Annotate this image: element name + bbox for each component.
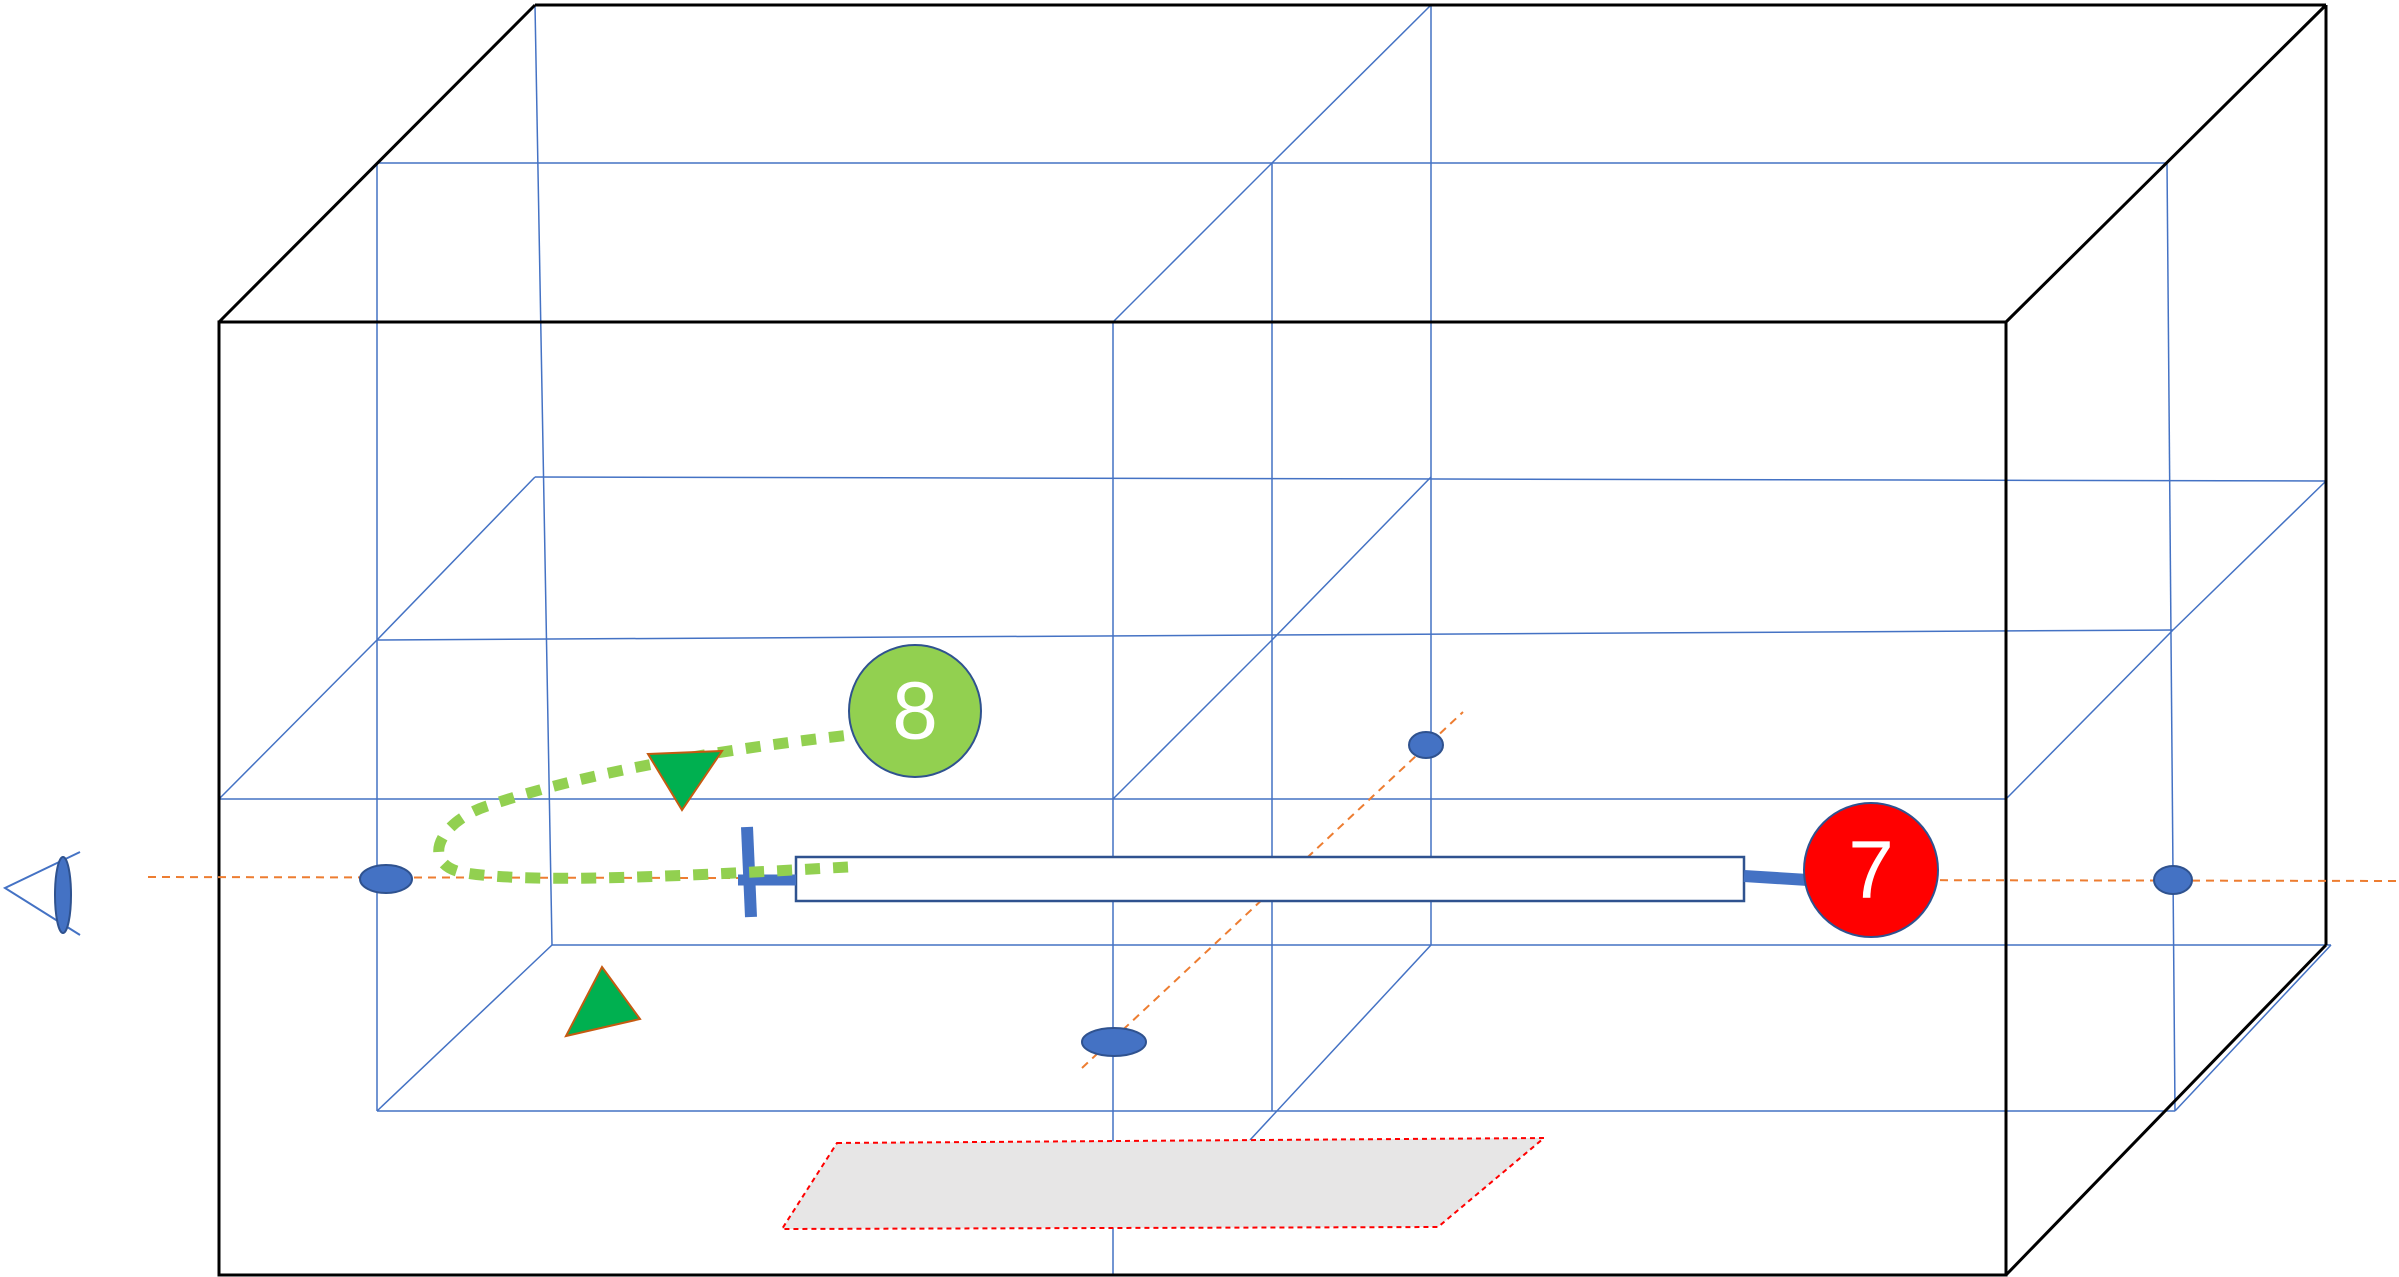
- floor-patch: [780, 1136, 1547, 1231]
- room-outline: [217, 3, 2328, 1277]
- horizontal-bar: [738, 826, 1825, 918]
- badge-8-label: 8: [892, 666, 938, 757]
- depth-axis: [1081, 711, 1464, 1069]
- node-right-wall: [2153, 865, 2193, 895]
- badge-7: 7: [1803, 802, 1939, 938]
- node-left-wall: [359, 864, 413, 894]
- badge-8: 8: [848, 644, 982, 778]
- eye-icon: [2, 851, 81, 936]
- badge-7-label: 7: [1848, 825, 1894, 916]
- arrow-triangle-icon: [646, 749, 724, 812]
- node-front: [1081, 1027, 1147, 1057]
- arrow-triangle-icon: [564, 965, 642, 1038]
- green-path: [433, 729, 851, 884]
- interior-grid: [218, 4, 2332, 1275]
- node-back: [1408, 731, 1444, 759]
